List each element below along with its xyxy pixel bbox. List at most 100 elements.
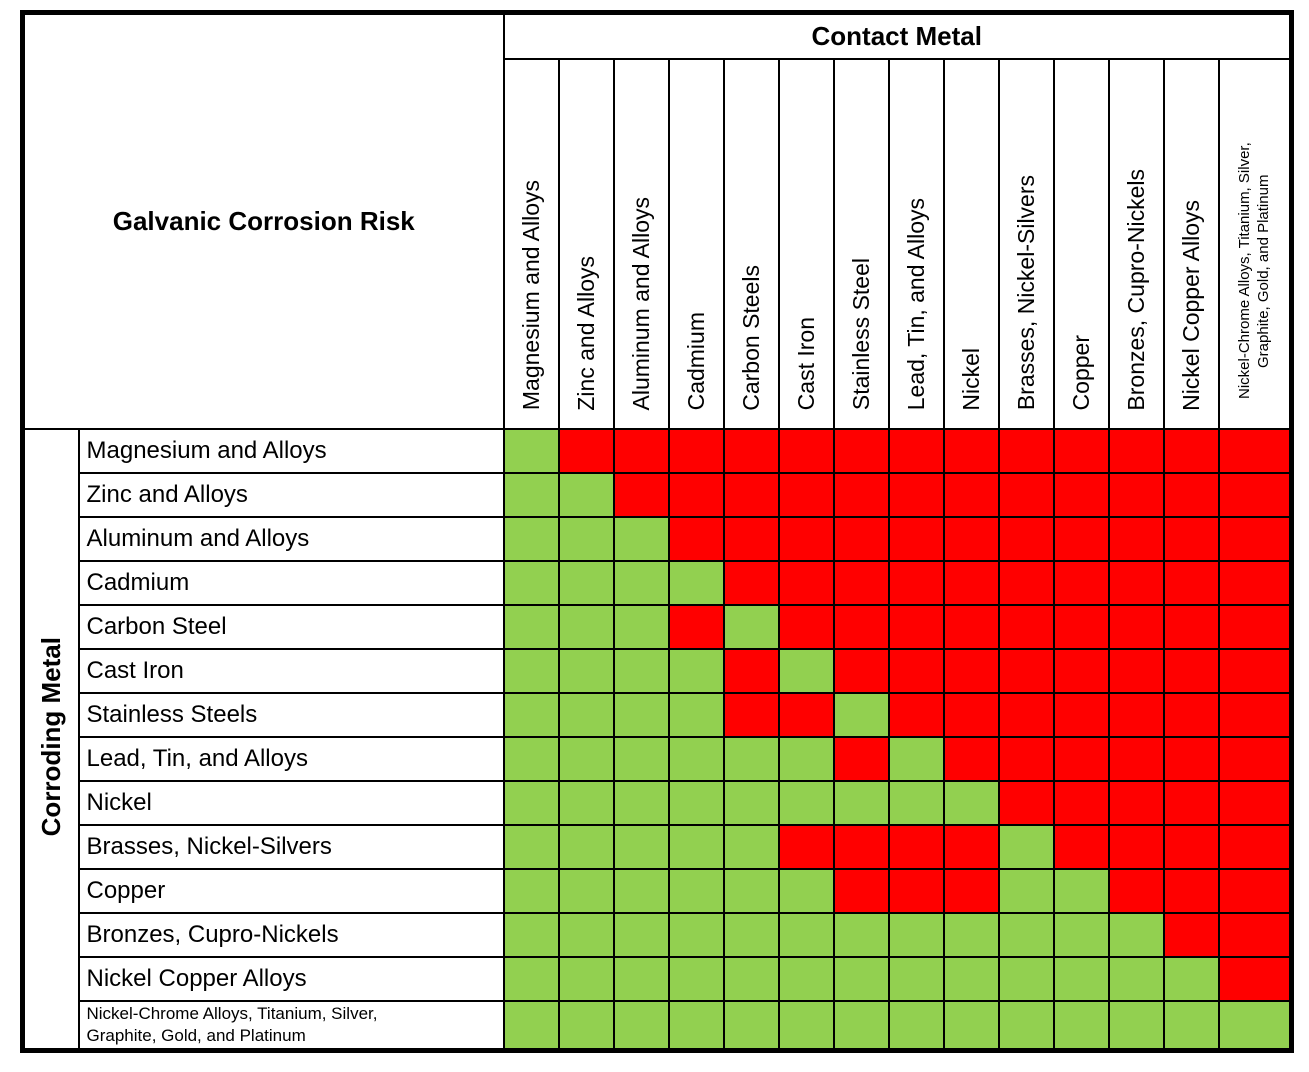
row-label: Stainless Steels [86,700,258,728]
table-row: Nickel Copper Alloys [23,955,1293,1002]
column-header-label: Brasses, Nickel-Silvers [1012,175,1039,411]
risk-cell-red [942,559,1000,606]
risk-cell-red [722,691,780,738]
risk-cell-red [887,603,945,650]
risk-cell-green [722,823,780,870]
risk-cell-green [722,999,780,1052]
risk-cell-green [557,779,615,826]
risk-cell-green [667,735,725,782]
risk-cell-red [887,427,945,474]
risk-cell-green [557,647,615,694]
risk-cell-green [997,911,1055,958]
risk-cell-red [1217,515,1293,562]
risk-cell-green [942,999,1000,1052]
risk-cell-green [722,779,780,826]
risk-cell-green [1052,911,1110,958]
risk-cell-red [1107,823,1165,870]
risk-cell-red [1162,603,1220,650]
risk-cell-green [777,999,835,1052]
risk-cell-red [997,603,1055,650]
risk-cell-red [887,691,945,738]
risk-cell-green [612,735,670,782]
risk-cell-red [832,823,890,870]
column-header-label: Cadmium [682,312,709,411]
risk-cell-red [997,735,1055,782]
column-header: Cadmium [667,57,725,430]
risk-cell-green [1107,911,1165,958]
column-header: Zinc and Alloys [557,57,615,430]
top-header-row: Galvanic Corrosion Risk Contact Metal [21,11,1293,430]
risk-cell-green [832,999,890,1052]
row-label: Brasses, Nickel-Silvers [86,832,332,860]
risk-cell-green [557,691,615,738]
table-row: Copper [23,867,1293,914]
risk-cell-red [722,471,780,518]
table-row: Nickel [23,779,1293,826]
risk-cell-red [832,735,890,782]
risk-cell-green [612,867,670,914]
risk-cell-red [832,603,890,650]
risk-cell-red [1217,867,1293,914]
risk-cell-green [502,559,560,606]
risk-cell-green [502,735,560,782]
risk-cell-green [667,823,725,870]
risk-cell-red [1162,471,1220,518]
risk-cell-red [942,691,1000,738]
risk-cell-green [832,955,890,1002]
risk-cell-green [722,867,780,914]
risk-cell-red [1217,691,1293,738]
table-row: Brasses, Nickel-Silvers [23,823,1293,870]
column-header: Magnesium and Alloys [502,57,560,430]
corroding-metal-header-cell: Corroding Metal [21,427,80,1052]
risk-cell-green [777,955,835,1002]
risk-cell-red [1107,559,1165,606]
risk-cell-red [997,515,1055,562]
risk-cell-green [557,735,615,782]
risk-cell-green [887,955,945,1002]
risk-cell-red [777,515,835,562]
row-label-cell: Brasses, Nickel-Silvers [77,823,505,870]
risk-cell-red [1107,735,1165,782]
risk-cell-red [1162,427,1220,474]
risk-cell-red [1107,427,1165,474]
contact-metal-header: Contact Metal [811,20,982,51]
risk-cell-red [997,559,1055,606]
risk-cell-green [667,955,725,1002]
risk-cell-red [612,471,670,518]
row-label-cell: Carbon Steel [77,603,505,650]
risk-cell-green [887,735,945,782]
risk-cell-red [1217,911,1293,958]
risk-cell-green [887,779,945,826]
column-header-row: Magnesium and Alloys Zinc and Alloys Alumi… [23,57,1293,430]
risk-cell-red [667,515,725,562]
risk-cell-red [777,427,835,474]
column-header: Aluminum and Alloys [612,57,670,430]
risk-cell-green [667,867,725,914]
risk-cell-green [997,867,1055,914]
row-label: Nickel Copper Alloys [86,964,307,992]
column-header: Nickel [942,57,1000,430]
column-header: Cast Iron [777,57,835,430]
risk-cell-red [777,559,835,606]
risk-cell-green [1052,999,1110,1052]
risk-cell-red [887,647,945,694]
risk-cell-red [777,691,835,738]
risk-cell-red [1162,779,1220,826]
chart-title-cell: Galvanic Corrosion Risk [21,11,505,430]
risk-cell-green [502,911,560,958]
column-header-label: Aluminum and Alloys [627,197,654,411]
corrosion-risk-table: Galvanic Corrosion Risk Contact Metal Ma… [20,10,1294,1053]
risk-cell-red [942,427,1000,474]
risk-cell-red [667,471,725,518]
risk-cell-red [832,647,890,694]
risk-cell-red [997,427,1055,474]
risk-cell-green [777,911,835,958]
row-label: Copper [86,876,166,904]
risk-cell-green [557,515,615,562]
row-label: Lead, Tin, and Alloys [86,744,308,772]
column-header-label: Zinc and Alloys [572,255,599,411]
risk-cell-red [942,515,1000,562]
table-row: Nickel-Chrome Alloys, Titanium, Silver, … [23,999,1293,1052]
risk-cell-green [502,955,560,1002]
risk-cell-red [1107,515,1165,562]
